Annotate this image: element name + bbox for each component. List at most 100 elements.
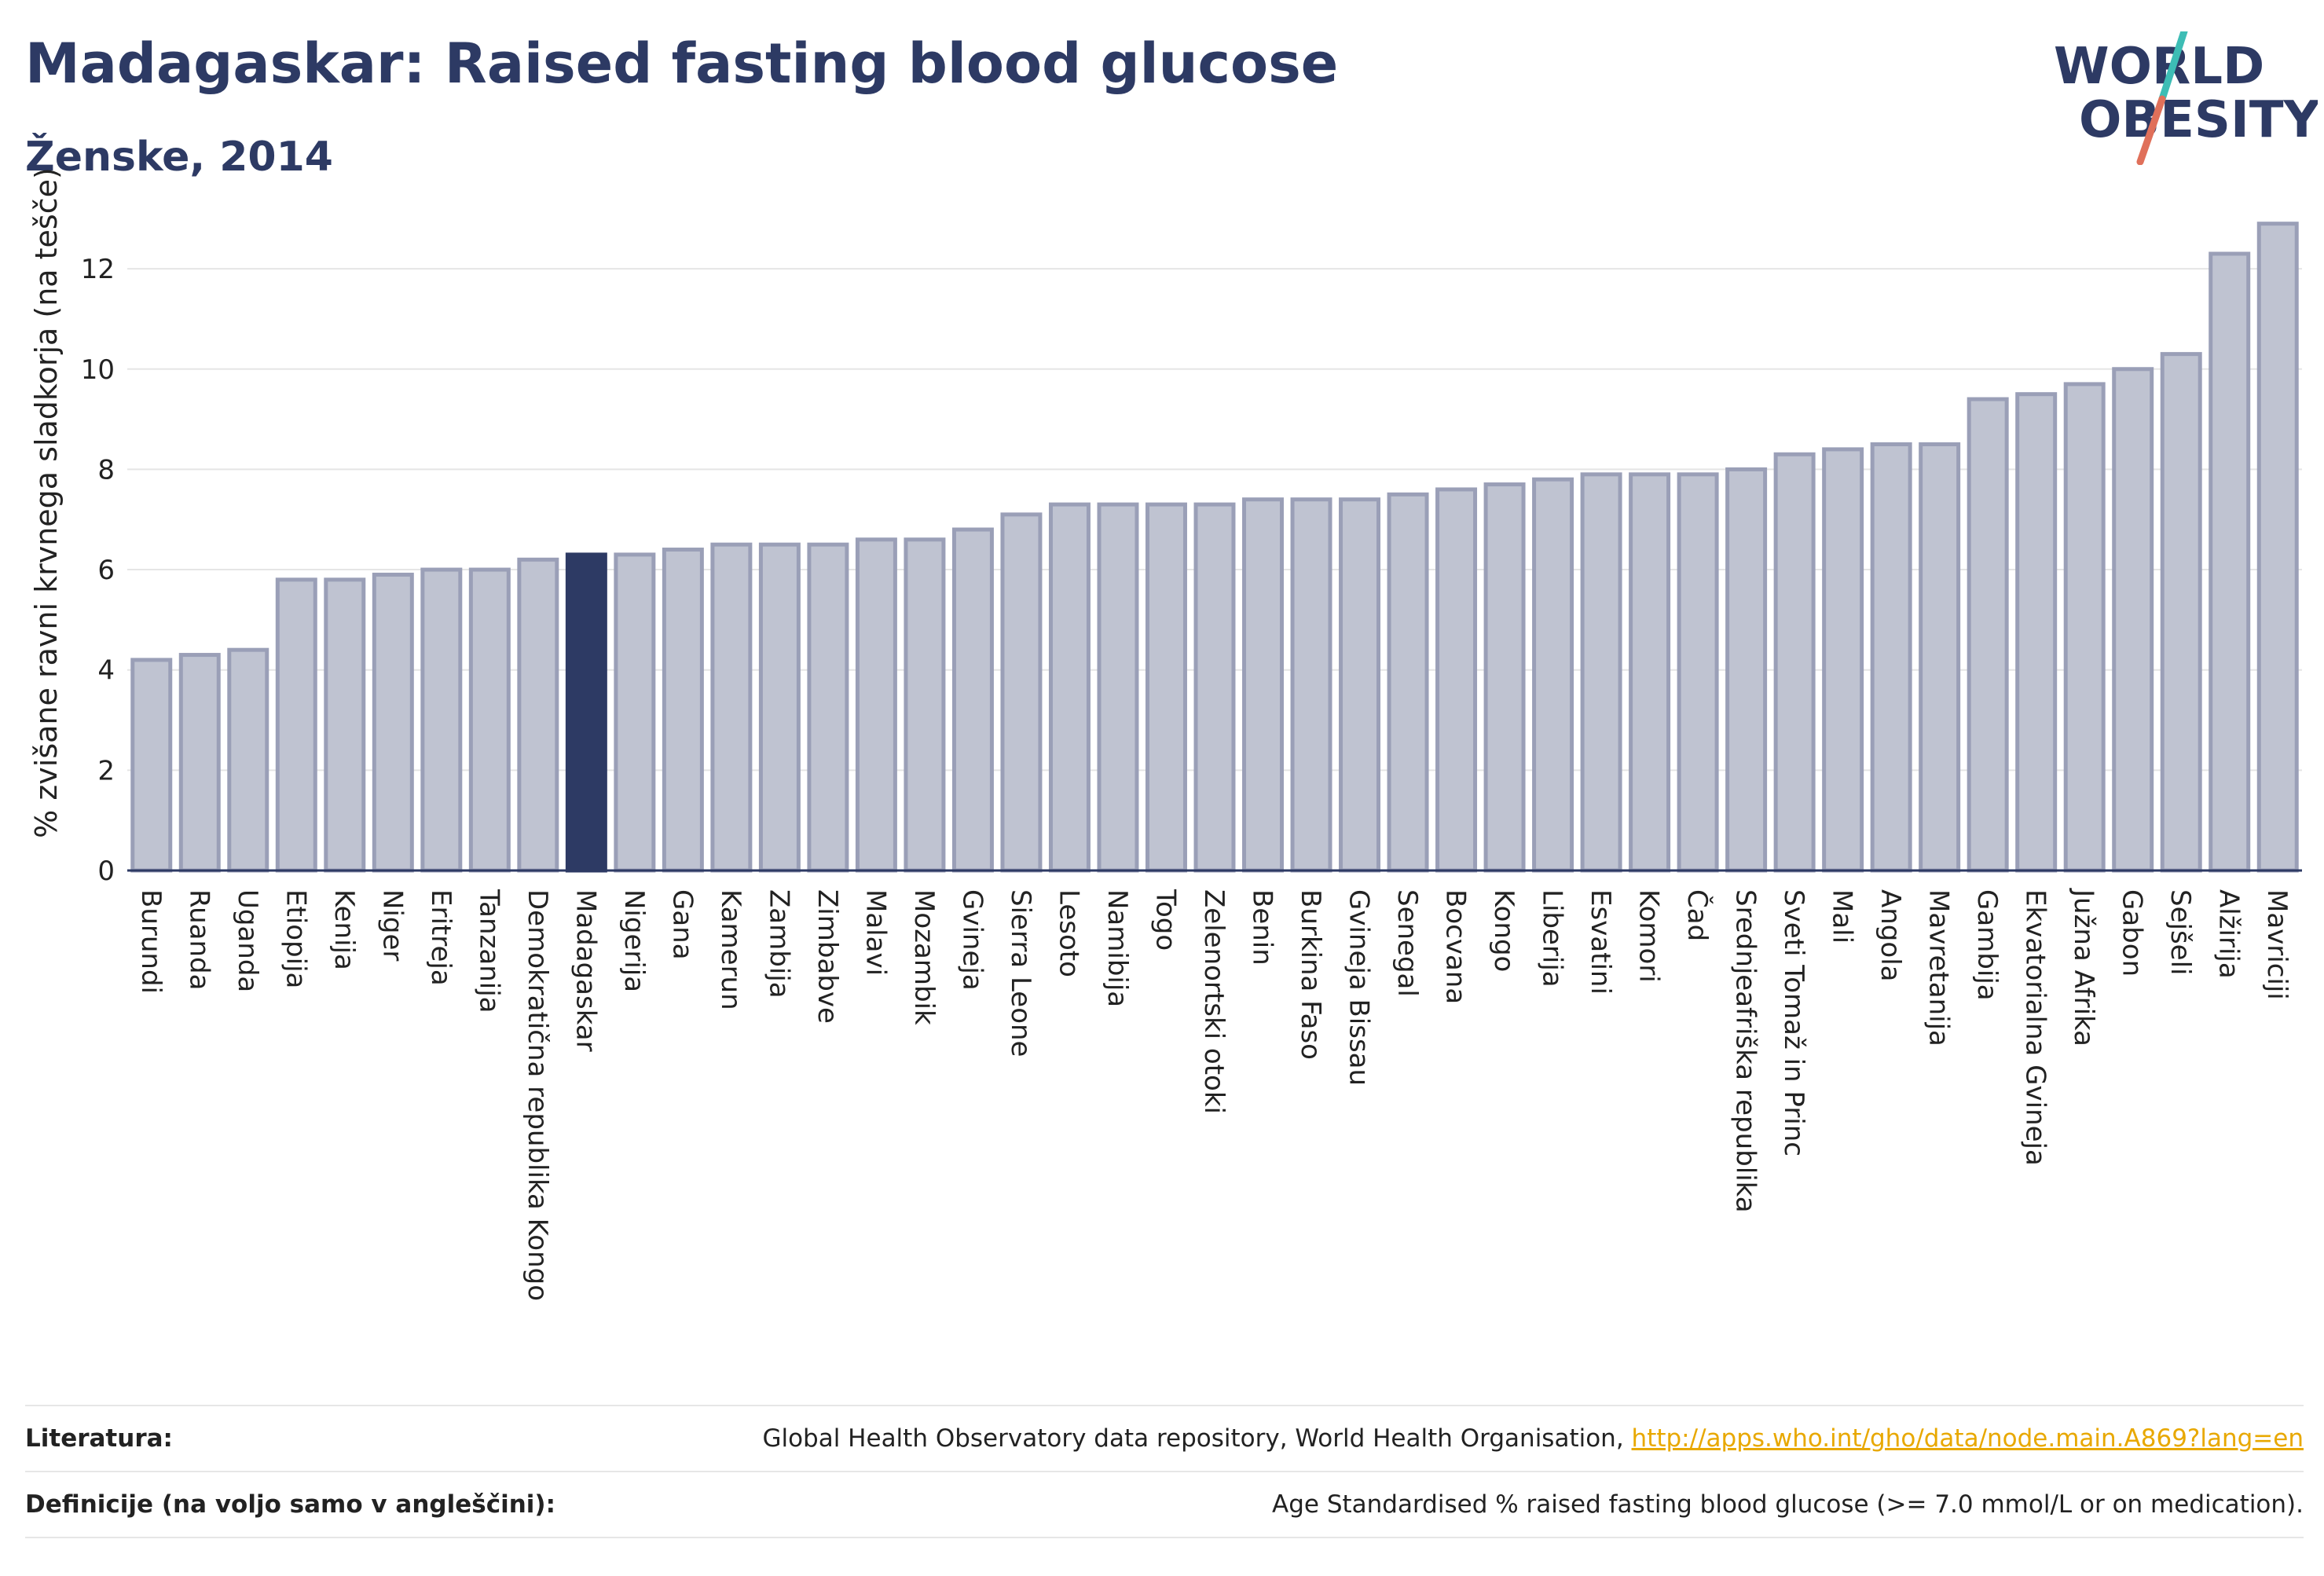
bar-angola[interactable]	[1870, 442, 1912, 873]
source-description: Global Health Observatory data repositor…	[762, 1424, 1632, 1453]
bars	[130, 222, 2299, 873]
x-category-label: Zimbabve	[812, 889, 843, 1024]
bar-benin[interactable]	[1242, 497, 1285, 873]
y-tick-label: 2	[97, 755, 115, 786]
x-category-label: Gambija	[1971, 889, 2003, 1001]
x-category-label: Mozambik	[908, 889, 940, 1025]
bar-bocvana[interactable]	[1435, 487, 1478, 873]
x-category-label: Bocvana	[1440, 889, 1472, 1004]
y-tick-label: 10	[81, 354, 115, 386]
x-category-label: Etiopija	[280, 889, 311, 988]
x-category-label: Kamerun	[715, 889, 746, 1010]
bar-mavretanija[interactable]	[1919, 442, 1961, 873]
bar-etiopija[interactable]	[275, 577, 317, 873]
x-category-label: Ruanda	[183, 889, 214, 990]
bar-eritreja[interactable]	[420, 567, 463, 873]
bar-uganda[interactable]	[227, 647, 269, 873]
bar--ad[interactable]	[1677, 472, 1719, 873]
x-category-label: Gabon	[2117, 889, 2148, 977]
bar-mavriciji[interactable]	[2256, 222, 2299, 873]
bar-srednjeafri-ka-republika[interactable]	[1725, 467, 1768, 873]
bar-zelenortski-otoki[interactable]	[1193, 502, 1236, 873]
bar-ruanda[interactable]	[178, 653, 221, 873]
bar-zimbabve[interactable]	[807, 542, 849, 873]
x-category-label: Eritreja	[425, 889, 456, 986]
x-category-label: Niger	[376, 889, 408, 961]
world-obesity-logo: WORLD OBESITY	[2054, 31, 2318, 165]
bar-burkina-faso[interactable]	[1290, 497, 1332, 873]
chart-subtitle: Ženske, 2014	[25, 134, 333, 181]
bar-gana[interactable]	[662, 548, 704, 873]
source-text: Global Health Observatory data repositor…	[762, 1424, 2304, 1453]
logo-slash-coral	[2136, 95, 2166, 165]
x-category-label: Kongo	[1488, 889, 1519, 972]
bar-komori[interactable]	[1629, 472, 1671, 873]
x-category-label: Uganda	[232, 889, 263, 992]
x-category-label: Liberija	[1537, 889, 1568, 988]
bar-togo[interactable]	[1145, 502, 1187, 873]
bar-kenija[interactable]	[324, 577, 366, 873]
x-category-label: Angola	[1875, 889, 1906, 981]
bar-ju-na-afrika[interactable]	[2063, 382, 2106, 873]
bar-tanzanija[interactable]	[468, 567, 511, 873]
x-category-label: Mavretanija	[1923, 889, 1955, 1046]
x-category-label: Madagaskar	[570, 889, 601, 1052]
bar-burundi[interactable]	[130, 658, 173, 873]
x-category-label: Zambija	[763, 889, 794, 999]
bar-sierra-leone[interactable]	[1000, 512, 1043, 873]
x-category-label: Nigerija	[618, 889, 650, 992]
y-tick-label: 0	[97, 856, 115, 887]
x-category-label: Sveti Tomaž in Princ	[1778, 889, 1809, 1156]
bar-kongo[interactable]	[1483, 482, 1526, 873]
footer-source-row: Literatura: Global Health Observatory da…	[25, 1405, 2304, 1471]
bar-nigerija[interactable]	[614, 552, 656, 873]
logo-slash-teal	[2158, 31, 2188, 103]
bar-zambija[interactable]	[758, 542, 801, 873]
x-category-label: Togo	[1149, 889, 1181, 951]
x-category-label: Južna Afrika	[2068, 888, 2099, 1046]
x-category-label: Komori	[1633, 889, 1665, 983]
bar-liberija[interactable]	[1532, 477, 1574, 873]
x-category-label: Demokratična republika Kongo	[522, 889, 553, 1301]
source-label: Literatura:	[25, 1424, 173, 1453]
x-category-label: Esvatini	[1585, 889, 1616, 995]
bar-gambija[interactable]	[1967, 397, 2009, 873]
x-category-label: Senegal	[1391, 889, 1423, 997]
bar-namibija[interactable]	[1097, 502, 1139, 873]
bar-sveti-toma-in-princ[interactable]	[1773, 452, 1816, 873]
footer-definition-row: Definicije (na voljo samo v angleščini):…	[25, 1471, 2304, 1537]
bar-al-irija[interactable]	[2209, 251, 2251, 873]
bar-mali[interactable]	[1822, 447, 1864, 873]
x-category-label: Čad	[1681, 889, 1714, 941]
bar-malavi[interactable]	[855, 537, 897, 873]
bar-gvineja[interactable]	[951, 527, 994, 873]
bar-madagaskar[interactable]	[565, 552, 607, 873]
y-tick-label: 8	[97, 454, 115, 486]
x-category-label: Malavi	[860, 889, 891, 976]
bar-esvatini[interactable]	[1580, 472, 1622, 873]
x-category-label: Burundi	[135, 889, 167, 994]
x-category-label: Benin	[1247, 889, 1278, 966]
x-category-label: Ekvatorialna Gvineja	[2020, 889, 2051, 1166]
x-category-label: Tanzanija	[473, 889, 504, 1013]
definition-label: Definicije (na voljo samo v angleščini):	[25, 1490, 555, 1519]
bar-senegal[interactable]	[1387, 492, 1429, 873]
bar-niger[interactable]	[372, 572, 414, 873]
x-category-label: Sejšeli	[2165, 889, 2196, 975]
bar-gabon[interactable]	[2112, 367, 2154, 873]
x-category-label: Gvineja Bissau	[1343, 889, 1375, 1086]
x-category-label: Gana	[666, 889, 698, 960]
footer-divider	[25, 1537, 2304, 1538]
bar-demokrati-na-republika-kongo[interactable]	[517, 557, 559, 873]
bar-ekvatorialna-gvineja[interactable]	[2015, 392, 2058, 873]
bar-mozambik[interactable]	[904, 537, 946, 873]
definition-text: Age Standardised % raised fasting blood …	[1272, 1490, 2304, 1519]
bar-sej-eli[interactable]	[2160, 352, 2202, 873]
bar-gvineja-bissau[interactable]	[1339, 497, 1381, 873]
source-link[interactable]: http://apps.who.int/gho/data/node.main.A…	[1631, 1424, 2304, 1453]
logo-text-bottom: OBESITY	[2079, 91, 2318, 149]
bar-lesoto[interactable]	[1048, 502, 1091, 873]
bar-kamerun[interactable]	[710, 542, 753, 873]
category-labels: Burundi Ruanda Uganda Etiopija Kenija Niger Er…	[135, 888, 2293, 1301]
x-category-label: Alžirija	[2213, 889, 2245, 979]
